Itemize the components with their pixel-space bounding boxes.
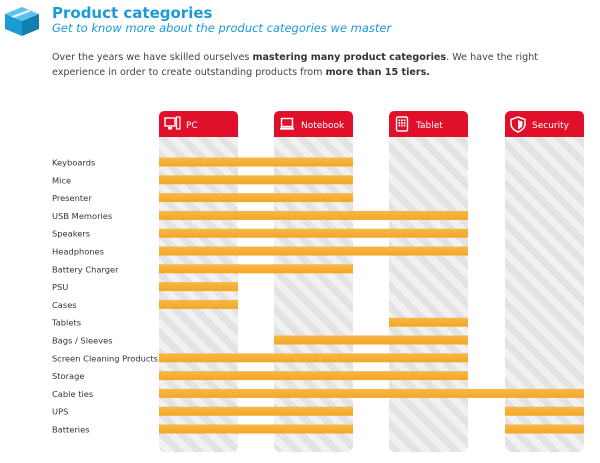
coverage-bar — [159, 282, 238, 292]
intro-highlight: mastering many product categories — [252, 52, 447, 63]
row-label: Cable ties — [52, 389, 93, 399]
coverage-bar — [159, 157, 353, 167]
coverage-bar — [159, 193, 353, 203]
coverage-bar — [159, 210, 468, 220]
coverage-bar — [159, 299, 238, 309]
notebook-icon — [280, 117, 294, 130]
tablet-icon — [395, 116, 409, 132]
column-header-label: Security — [532, 121, 570, 131]
column-header-label: PC — [186, 121, 198, 131]
column-header-tab — [389, 111, 468, 137]
column-header-label: Tablet — [415, 121, 443, 131]
coverage-bar — [159, 175, 353, 185]
page-title: Product categories — [52, 4, 213, 22]
row-label: UPS — [52, 407, 68, 417]
row-label: USB Memories — [52, 211, 112, 221]
coverage-bar — [159, 388, 584, 398]
column-background — [274, 121, 353, 452]
column-background — [389, 121, 468, 452]
intro-paragraph: Over the years we have skilled ourselves… — [52, 50, 592, 80]
row-label: Batteries — [52, 425, 90, 435]
coverage-bar — [159, 371, 468, 381]
box-logo-icon — [5, 7, 39, 36]
coverage-bar — [159, 246, 468, 256]
intro-text: . We have the right experience in order … — [52, 52, 539, 78]
row-label: Mice — [52, 175, 71, 185]
row-label: Storage — [52, 371, 84, 381]
row-label: Battery Charger — [52, 264, 119, 274]
page-subtitle: Get to know more about the product categ… — [52, 21, 392, 35]
column-header-tablet: Tablet — [389, 111, 468, 137]
column-header-tab — [274, 111, 353, 137]
column-header-pc: PC — [159, 111, 238, 137]
coverage-bar — [159, 264, 353, 274]
coverage-bar — [159, 228, 468, 238]
row-label: Presenter — [52, 193, 92, 203]
column-background — [505, 121, 584, 452]
coverage-bar — [159, 406, 353, 416]
row-label: Screen Cleaning Products — [52, 353, 158, 363]
coverage-bar — [159, 424, 353, 434]
intro-highlight: more than 15 tiers. — [325, 67, 430, 78]
coverage-bar — [505, 424, 584, 434]
column-header-label: Notebook — [301, 121, 345, 131]
row-label: Speakers — [52, 229, 90, 239]
shield-icon — [510, 116, 526, 133]
row-label: Cases — [52, 300, 77, 310]
intro-text: Over the years we have skilled ourselves — [52, 52, 253, 63]
coverage-bar — [505, 406, 584, 416]
row-label: Headphones — [52, 247, 104, 257]
row-label: Keyboards — [52, 158, 95, 168]
coverage-bar — [389, 317, 468, 327]
row-label: PSU — [52, 282, 68, 292]
pc-icon — [164, 116, 181, 130]
column-header-tab — [505, 111, 584, 137]
row-label: Bags / Sleeves — [52, 336, 113, 346]
column-header-security: Security — [505, 111, 584, 137]
row-label: Tablets — [51, 318, 81, 328]
coverage-bar — [274, 335, 468, 345]
column-header-notebook: Notebook — [274, 111, 353, 137]
coverage-bar — [159, 353, 468, 363]
column-header-tab — [159, 111, 238, 137]
